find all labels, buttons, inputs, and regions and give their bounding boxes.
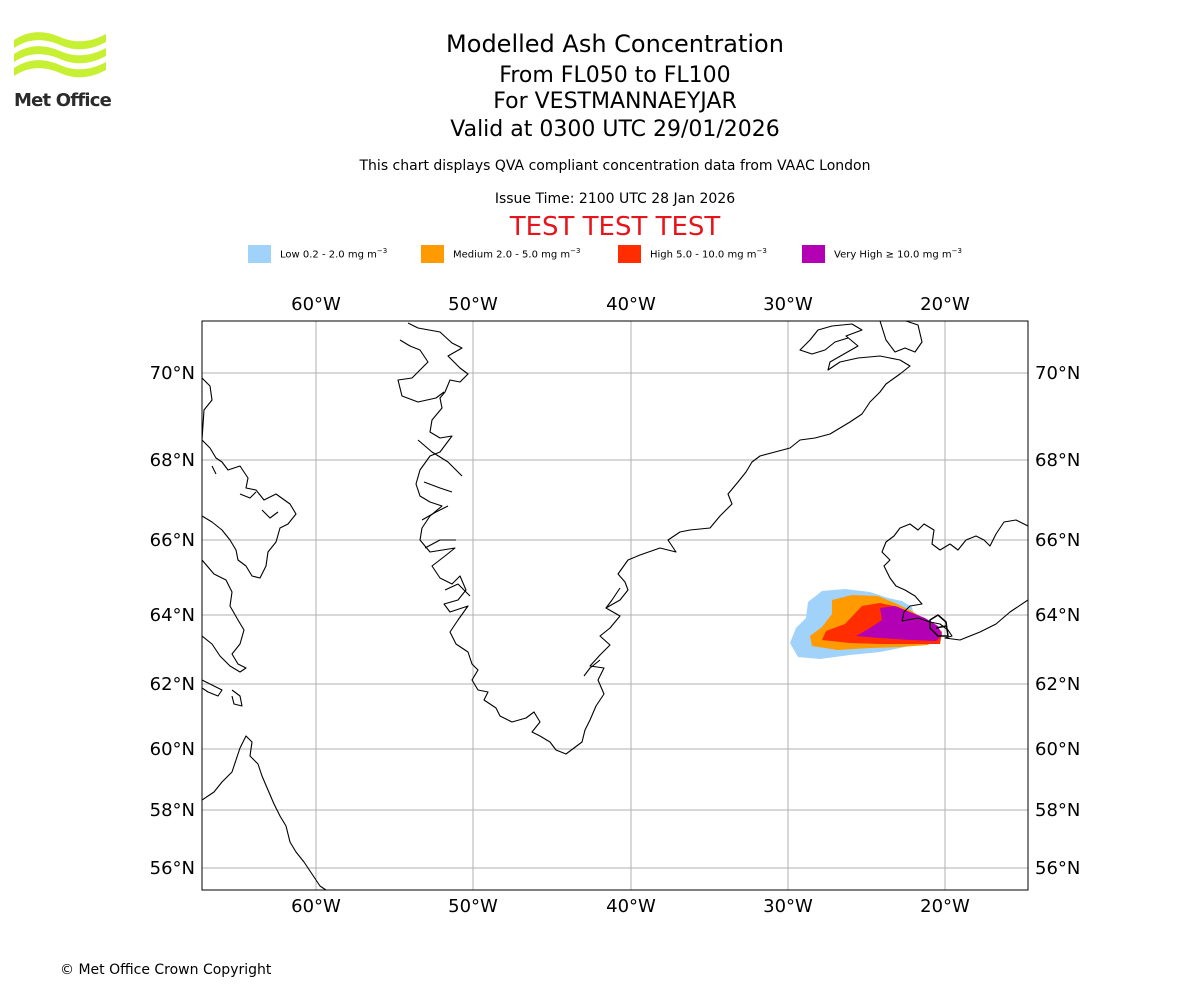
lat-label-left-70n: 70°N — [150, 363, 195, 384]
map-frame — [201, 320, 1029, 891]
lat-label-right-68n: 68°N — [1035, 450, 1080, 471]
issue-time: Issue Time: 2100 UTC 28 Jan 2026 — [494, 191, 736, 207]
lon-label-bottom-60w: 60°W — [291, 896, 341, 917]
legend-swatch-low — [248, 245, 271, 263]
latitude-labels-left: 70°N 68°N 66°N 64°N 62°N 60°N 58°N 56°N — [150, 363, 195, 879]
lat-label-right-58n: 58°N — [1035, 800, 1080, 821]
lat-label-left-60n: 60°N — [150, 739, 195, 760]
legend-item-high: High 5.0 - 10.0 mg m−3 — [618, 244, 767, 264]
lat-label-right-62n: 62°N — [1035, 674, 1080, 695]
baffin-island — [202, 377, 297, 579]
met-office-waves-icon — [14, 32, 106, 78]
greenland-inlets — [397, 339, 621, 677]
baffin-island-islands — [211, 465, 279, 519]
lat-label-right-60n: 60°N — [1035, 739, 1080, 760]
labrador-coast-south — [202, 679, 243, 707]
legend-swatch-medium — [421, 245, 444, 263]
longitude-labels-top: 60°W 50°W 40°W 30°W 20°W — [291, 294, 970, 315]
lat-label-right-70n: 70°N — [1035, 363, 1080, 384]
met-office-wordmark: Met Office — [14, 90, 112, 111]
legend-swatch-very-high — [802, 245, 825, 263]
vestmannaeyjar-marker — [929, 614, 949, 637]
lon-label-top-20w: 20°W — [920, 294, 970, 315]
legend-swatch-high — [618, 245, 641, 263]
greenland-west-coast — [407, 322, 911, 755]
lat-label-right-64n: 64°N — [1035, 605, 1080, 626]
lat-label-right-66n: 66°N — [1035, 530, 1080, 551]
lat-label-left-68n: 68°N — [150, 450, 195, 471]
valid-time: Valid at 0300 UTC 29/01/2026 — [450, 117, 780, 142]
legend-label-high: High 5.0 - 10.0 mg m−3 — [650, 247, 767, 261]
iceland — [881, 519, 1028, 641]
lat-label-right-56n: 56°N — [1035, 858, 1080, 879]
concentration-legend: Low 0.2 - 2.0 mg m−3 Medium 2.0 - 5.0 mg… — [0, 244, 1200, 264]
chart-title: Modelled Ash Concentration — [446, 30, 784, 58]
longitude-labels-bottom: 60°W 50°W 40°W 30°W 20°W — [291, 896, 970, 917]
legend-item-very-high: Very High ≥ 10.0 mg m−3 — [802, 244, 962, 264]
quebec-north-shore — [202, 735, 327, 890]
legend-item-medium: Medium 2.0 - 5.0 mg m−3 — [421, 244, 580, 264]
volcano-name: For VESTMANNAEYJAR — [493, 89, 737, 114]
lat-label-left-58n: 58°N — [150, 800, 195, 821]
lon-label-top-60w: 60°W — [291, 294, 341, 315]
lon-label-bottom-40w: 40°W — [606, 896, 656, 917]
lon-label-top-40w: 40°W — [606, 294, 656, 315]
lon-label-bottom-30w: 30°W — [763, 896, 813, 917]
lon-label-bottom-50w: 50°W — [448, 896, 498, 917]
test-banner: TEST TEST TEST — [509, 212, 721, 242]
legend-label-medium: Medium 2.0 - 5.0 mg m−3 — [453, 247, 581, 261]
lon-label-bottom-20w: 20°W — [920, 896, 970, 917]
coastlines — [202, 321, 1028, 890]
legend-label-very-high: Very High ≥ 10.0 mg m−3 — [834, 247, 962, 261]
lat-label-left-64n: 64°N — [150, 605, 195, 626]
met-office-logo: Met Office — [14, 30, 112, 112]
latitude-labels-right: 70°N 68°N 66°N 64°N 62°N 60°N 58°N 56°N — [1035, 363, 1080, 879]
lon-label-top-50w: 50°W — [448, 294, 498, 315]
ash-contour-very-high — [856, 606, 942, 641]
ash-plume — [790, 589, 942, 659]
chart-description: This chart displays QVA compliant concen… — [359, 158, 871, 174]
greenland-east-coast-north — [879, 321, 923, 353]
flight-level-range: From FL050 to FL100 — [499, 63, 731, 88]
lat-label-left-56n: 56°N — [150, 858, 195, 879]
lat-label-left-66n: 66°N — [150, 530, 195, 551]
copyright-notice: © Met Office Crown Copyright — [60, 962, 272, 978]
labrador-coast — [202, 559, 247, 673]
lon-label-top-30w: 30°W — [763, 294, 813, 315]
lat-label-left-62n: 62°N — [150, 674, 195, 695]
legend-label-low: Low 0.2 - 2.0 mg m−3 — [280, 247, 388, 261]
legend-item-low: Low 0.2 - 2.0 mg m−3 — [248, 244, 387, 264]
